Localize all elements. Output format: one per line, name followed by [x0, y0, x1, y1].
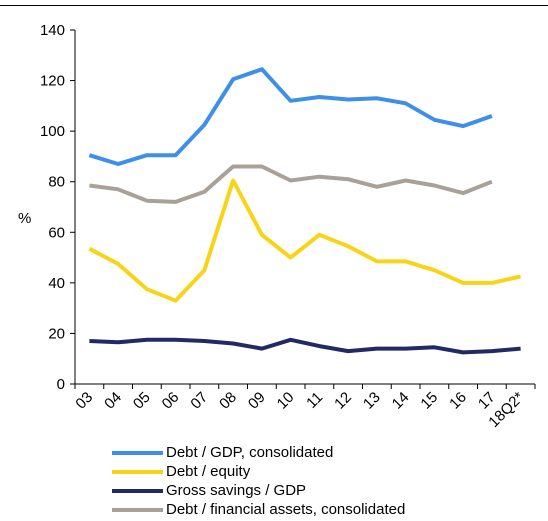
series-line-debt-equity	[88, 178, 522, 303]
y-tick-label: 80	[48, 174, 65, 191]
legend-swatch	[112, 508, 163, 512]
top-rule	[0, 5, 548, 6]
x-tick-label: 12	[331, 389, 355, 413]
y-tick-label: 120	[40, 73, 65, 90]
x-tick-label: 15	[417, 389, 441, 413]
x-tick-label: 16	[446, 389, 470, 413]
legend-label: Debt / equity	[166, 463, 251, 480]
y-tick-label: 60	[48, 224, 65, 241]
y-tick-label: 100	[40, 123, 65, 140]
x-tick-label: 08	[216, 389, 240, 413]
legend-label: Debt / GDP, consolidated	[166, 444, 334, 461]
x-tick-label: 06	[159, 389, 183, 413]
x-tick-label: 07	[187, 389, 211, 413]
legend-label: Debt / financial assets, consolidated	[166, 501, 406, 518]
legend-label: Gross savings / GDP	[166, 482, 307, 499]
x-tick-label: 10	[274, 389, 298, 413]
x-tick-label: 14	[389, 389, 413, 413]
y-tick-label: 20	[48, 325, 65, 342]
legend-swatch	[112, 470, 163, 474]
x-tick-label: 03	[72, 389, 96, 413]
series-line-gross-savings-gdp	[89, 337, 521, 355]
y-tick-label: 40	[48, 275, 65, 292]
series-line-debt-gdp-consolidated	[88, 67, 493, 166]
x-tick-label: 04	[101, 389, 125, 413]
y-tick-labels: 0 20 40 60 80 100 120 140	[40, 22, 65, 393]
axes	[70, 29, 536, 389]
x-tick-label: 11	[303, 389, 326, 412]
legend-swatch	[112, 489, 163, 493]
y-tick-label: 140	[40, 22, 65, 39]
x-tick-label: 09	[245, 389, 269, 413]
x-tick-label: 13	[360, 389, 384, 413]
series-line-debt-financial-assets-consolidated	[89, 164, 493, 204]
legend-swatch	[112, 451, 163, 455]
series-layer	[88, 67, 522, 355]
y-axis-label: %	[18, 210, 31, 227]
x-tick-label: 05	[130, 389, 154, 413]
y-tick-label: 0	[57, 376, 65, 393]
